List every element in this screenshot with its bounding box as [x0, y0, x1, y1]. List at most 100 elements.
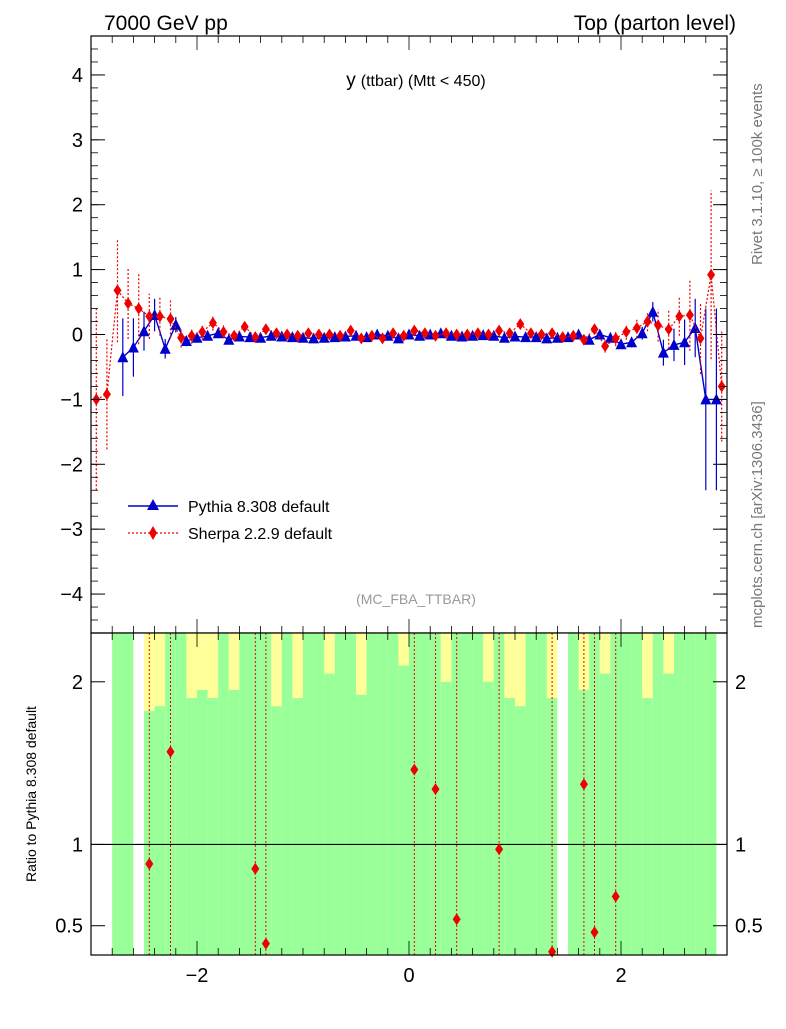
ratio-sherpa-point	[590, 926, 599, 939]
green-band	[695, 633, 706, 955]
sherpa-point	[240, 320, 249, 333]
pythia-point	[594, 328, 606, 340]
legend-pythia-label: Pythia 8.308 default	[188, 499, 330, 516]
green-band	[440, 681, 452, 955]
sherpa-point	[272, 327, 281, 340]
ratio-y-tick-label: 0.5	[55, 916, 83, 938]
sherpa-point	[611, 332, 620, 345]
pythia-point	[530, 331, 542, 343]
sherpa-point	[442, 327, 451, 340]
green-band	[515, 706, 526, 955]
sherpa-point	[643, 315, 652, 328]
green-band	[483, 681, 494, 955]
pythia-point	[329, 331, 341, 343]
pythia-point	[657, 346, 669, 358]
green-band	[112, 633, 134, 955]
sherpa-point	[654, 319, 663, 332]
sherpa-point	[314, 328, 323, 341]
pythia-point	[467, 329, 479, 341]
sherpa-point	[558, 331, 567, 344]
sherpa-point	[198, 325, 207, 338]
green-band	[154, 706, 166, 955]
green-band	[281, 633, 293, 955]
sherpa-point	[707, 268, 716, 281]
green-band	[652, 633, 664, 955]
sherpa-point	[219, 325, 228, 338]
sherpa-point	[685, 309, 694, 322]
sherpa-point	[346, 324, 355, 337]
ratio-sherpa-point	[611, 890, 620, 903]
sherpa-point	[261, 323, 270, 336]
sherpa-point	[537, 328, 546, 341]
y-tick-label: 4	[72, 65, 83, 87]
sherpa-point	[283, 328, 292, 341]
main-plot: −4 −3 −2 −1 0 1 2 3 4 y (ttbar) (Mtt < 450) (MC_F…	[60, 35, 728, 634]
green-band	[599, 673, 611, 955]
ratio-sherpa-point	[251, 862, 260, 875]
pythia-point	[244, 331, 256, 343]
y-tick-label: 3	[72, 130, 83, 152]
pythia-point	[297, 331, 309, 343]
pythia-point	[276, 330, 288, 342]
pythia-point	[202, 329, 214, 341]
sherpa-point	[696, 332, 705, 345]
sherpa-point	[357, 332, 366, 345]
green-band	[525, 633, 537, 955]
pythia-point	[223, 333, 235, 345]
sherpa-point	[124, 297, 133, 310]
sherpa-point	[230, 329, 239, 342]
sherpa-point	[145, 310, 154, 323]
pythia-point	[414, 329, 426, 341]
ratio-y-tick-label-right: 0.5	[735, 916, 763, 938]
pythia-point	[647, 305, 659, 317]
sherpa-point	[548, 327, 557, 340]
sherpa-point	[526, 327, 535, 340]
pythia-point	[127, 341, 139, 353]
pythia-point	[626, 336, 638, 348]
pythia-point	[636, 327, 648, 339]
green-band	[663, 673, 674, 955]
pythia-point	[392, 332, 404, 344]
green-band	[292, 698, 303, 955]
pythia-point	[212, 327, 224, 339]
pythia-point	[615, 338, 627, 350]
sherpa-point	[177, 331, 186, 344]
green-band	[334, 633, 346, 955]
green-band	[303, 633, 314, 955]
sherpa-point	[399, 329, 408, 342]
green-band	[175, 633, 187, 955]
legend-sherpa-label: Sherpa 2.2.9 default	[188, 526, 333, 543]
ratio-plot: 0.5 0.5 1 1 2 2 −2 0 2 Ratio to Pythia 8.308 def…	[23, 632, 763, 987]
x-tick-label: 2	[615, 965, 626, 987]
ratio-y-axis-label: Ratio to Pythia 8.308 default	[23, 706, 39, 882]
header-left: 7000 GeV pp	[104, 12, 228, 35]
pythia-point	[265, 329, 277, 341]
green-band	[324, 673, 335, 955]
green-band	[705, 633, 717, 955]
green-band	[271, 706, 282, 955]
pythia-point	[159, 342, 171, 354]
ratio-y-tick-label: 1	[72, 834, 83, 856]
pythia-point	[117, 351, 129, 363]
ratio-y-tick-label-right: 1	[735, 834, 746, 856]
pythia-point	[255, 331, 267, 343]
x-tick-label: 0	[403, 965, 414, 987]
plot-title: y (ttbar) (Mtt < 450)	[346, 70, 485, 91]
green-band	[218, 633, 229, 955]
pythia-point	[233, 330, 245, 342]
legend: Pythia 8.308 default Sherpa 2.2.9 defaul…	[128, 499, 333, 543]
legend-sherpa-marker	[149, 526, 157, 540]
y-tick-label: 1	[72, 260, 83, 282]
sherpa-point	[664, 323, 673, 336]
ratio-sherpa-point	[166, 745, 175, 758]
pythia-point	[339, 330, 351, 342]
sherpa-point	[251, 331, 260, 344]
y-tick-label: 0	[72, 325, 83, 347]
y-tick-label: −2	[60, 454, 83, 476]
sherpa-point	[336, 329, 345, 342]
sherpa-point	[452, 328, 461, 341]
ratio-sherpa-point	[145, 857, 154, 870]
pythia-point	[445, 329, 457, 341]
sherpa-point	[484, 328, 493, 341]
